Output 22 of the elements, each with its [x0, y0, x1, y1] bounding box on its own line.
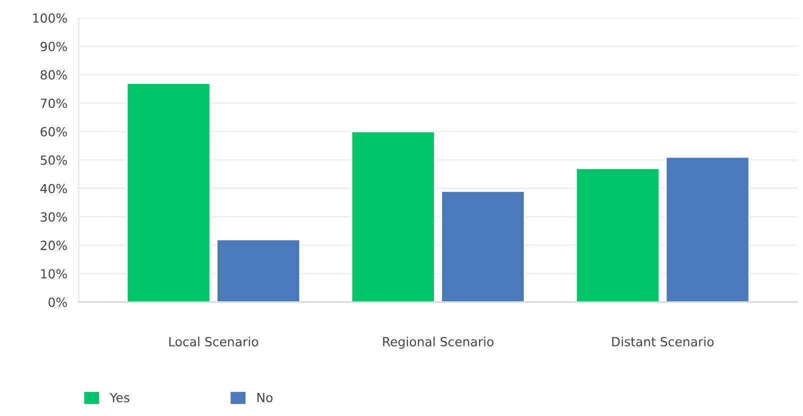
y-tick-label: 10%	[41, 269, 67, 279]
legend-label: No	[257, 393, 273, 402]
y-tick-label: 20%	[40, 240, 67, 250]
legend-label: Yes	[110, 393, 130, 402]
bar	[216, 238, 301, 302]
y-tick-label: 40%	[40, 184, 67, 194]
y-tick-label: 60%	[40, 127, 67, 136]
bar	[350, 130, 436, 302]
bar	[575, 168, 660, 302]
y-tick-label: 100%	[33, 13, 67, 23]
x-tick-label: Regional Scenario	[383, 336, 494, 349]
x-tick-label: Local Scenario	[169, 336, 258, 346]
y-tick-label: 80%	[40, 70, 67, 80]
bar	[665, 156, 750, 302]
bar	[440, 190, 526, 302]
y-tick-label: 70%	[40, 98, 67, 108]
y-tick-label: 0%	[48, 297, 67, 307]
bar	[126, 82, 211, 302]
x-tick-label: Distant Scenario	[612, 336, 714, 346]
y-tick-label: 50%	[40, 155, 67, 165]
y-tick-label: 30%	[40, 212, 67, 222]
y-tick-label: 90%	[40, 42, 67, 52]
